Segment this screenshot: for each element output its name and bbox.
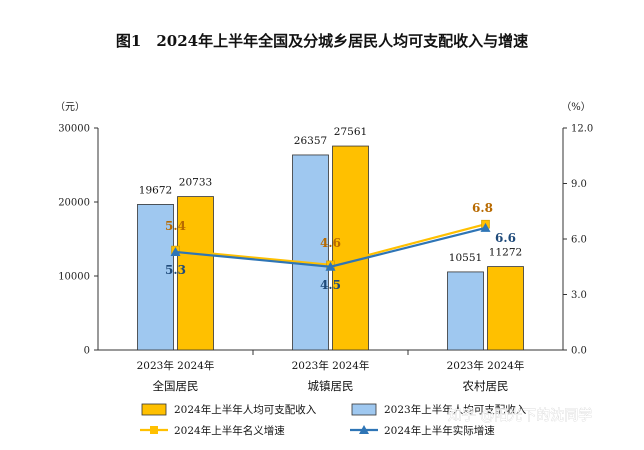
bar-value-label: 19672 xyxy=(139,184,172,196)
rate-lines xyxy=(170,219,491,271)
right-tick-label: 6.0 xyxy=(571,235,587,246)
real-growth-point xyxy=(480,222,491,232)
right-tick-label: 3.0 xyxy=(571,290,587,301)
legend-entry: 2023年上半年人均可支配收入 xyxy=(384,403,527,416)
left-axis-unit: （元） xyxy=(55,101,85,113)
nominal-growth-label: 4.6 xyxy=(320,236,341,250)
bar-2024 xyxy=(332,145,369,351)
year-tick-label: 2023年 2024年 xyxy=(447,359,525,372)
category-label: 城镇居民 xyxy=(308,379,354,393)
left-tick-label: 20000 xyxy=(58,198,90,209)
legend-swatch xyxy=(351,403,377,416)
right-tick-label: 12.0 xyxy=(571,124,593,135)
legend-entry: 2024年上半年人均可支配收入 xyxy=(174,403,317,416)
right-tick-label: 0.0 xyxy=(571,346,587,357)
bar-2023 xyxy=(137,204,174,351)
bar-2023 xyxy=(292,154,329,351)
legend-entry: 2024年上半年实际增速 xyxy=(384,424,495,437)
bars xyxy=(137,145,524,351)
legend-swatch xyxy=(141,403,167,416)
bar-value-label: 20733 xyxy=(179,177,212,189)
bar-value-label: 11272 xyxy=(489,247,522,259)
nominal-growth-label: 6.8 xyxy=(472,201,493,215)
bar-value-label: 27561 xyxy=(334,126,367,138)
category-label: 全国居民 xyxy=(153,379,199,393)
real-growth-label: 4.5 xyxy=(320,278,341,292)
left-tick-label: 10000 xyxy=(58,272,90,283)
real-growth-label: 6.6 xyxy=(495,231,516,245)
legend: 2024年上半年人均可支配收入 2023年上半年人均可支配收入 2024年上半年名义… xyxy=(140,403,527,437)
bar-2023 xyxy=(447,271,484,351)
legend-marker xyxy=(359,425,369,434)
real-growth-label: 5.3 xyxy=(165,263,186,277)
axes: 0 10000 20000 30000 0.0 3.0 6.0 9.0 12.0 2023年 20… xyxy=(58,124,593,394)
bar-value-label: 26357 xyxy=(294,135,327,147)
bar-value-label: 10551 xyxy=(449,252,482,264)
category-label: 农村居民 xyxy=(463,379,509,393)
legend-entry: 2024年上半年名义增速 xyxy=(174,424,285,437)
real-growth-point xyxy=(170,246,181,256)
bar-2024 xyxy=(177,196,214,351)
legend-marker xyxy=(150,426,158,434)
right-tick-label: 9.0 xyxy=(571,179,587,190)
left-tick-label: 0 xyxy=(84,346,90,357)
bar-2024 xyxy=(487,266,524,351)
left-tick-label: 30000 xyxy=(58,124,90,135)
year-tick-label: 2023年 2024年 xyxy=(292,359,370,372)
year-tick-label: 2023年 2024年 xyxy=(137,359,215,372)
data-labels: 19672 26357 10551 20733 27561 11272 5.4 4.6 6.8 5… xyxy=(139,126,522,292)
right-axis-unit: （%） xyxy=(561,101,591,113)
chart-title: 图1 2024年上半年全国及分城乡居民人均可支配收入与增速 xyxy=(116,32,528,50)
real-growth-point xyxy=(325,261,336,271)
watermark: 知乎 @阳光下的沈同学 xyxy=(448,407,592,424)
nominal-growth-label: 5.4 xyxy=(165,219,186,233)
